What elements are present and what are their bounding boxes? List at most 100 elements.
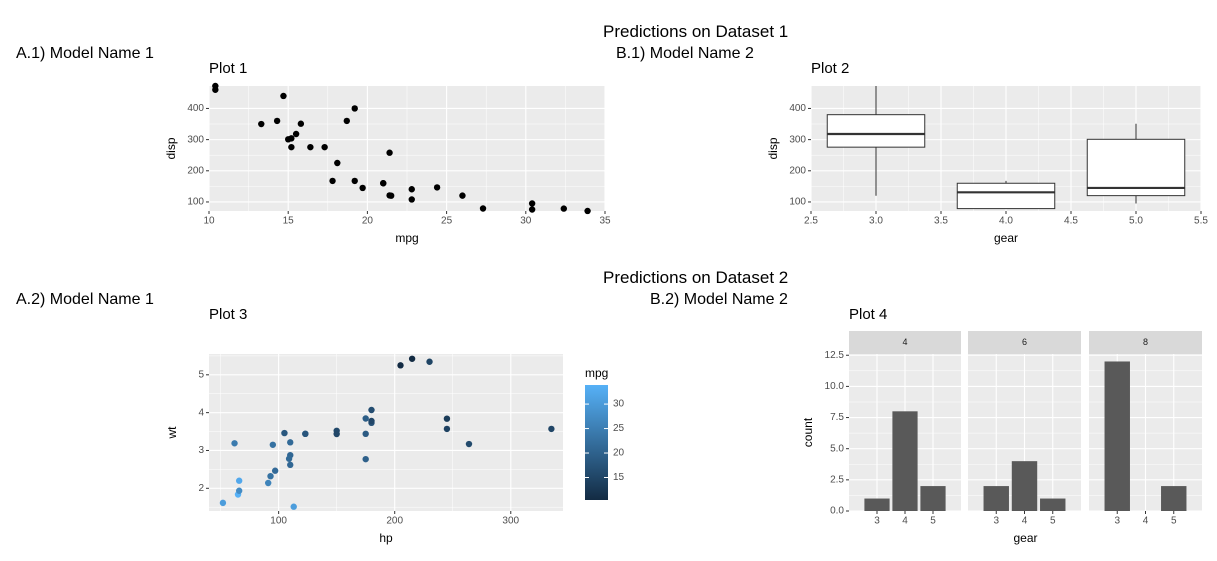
plot3-x-tick-label: 200 [386, 516, 403, 527]
plot3-point [397, 362, 404, 369]
plot1-x-tick-label: 25 [441, 216, 453, 227]
plot3-legend-tick-label: 15 [613, 472, 625, 483]
plot4-facet-label: 6 [1022, 337, 1027, 347]
plot4-x-tick-label: 4 [1143, 516, 1149, 527]
plot1-point [386, 192, 393, 199]
plot4-x-tick-label: 4 [1022, 516, 1028, 527]
plot2-y-tick-label: 100 [789, 197, 806, 208]
plot2-x-tick-label: 3.5 [934, 216, 948, 227]
plot1-point [528, 200, 536, 207]
plot4-x-tick-label: 5 [1171, 516, 1177, 527]
plot1-point [408, 196, 415, 203]
plot1-point [343, 117, 351, 125]
plot3-point [231, 440, 238, 447]
plot3-point [219, 499, 227, 507]
plot1-point [292, 130, 300, 138]
plot2-title: Plot 2 [811, 60, 850, 77]
plot4-facet-label: 8 [1143, 337, 1148, 347]
plot3-panel-bg [209, 354, 563, 511]
plot4-facet-strip [968, 331, 1081, 354]
plot3-point [443, 415, 451, 422]
plot2-box [956, 182, 1056, 210]
plot3-point [302, 430, 309, 438]
plot2-x-tick-label: 4.0 [999, 216, 1013, 227]
plot1-x-tick-label: 10 [203, 216, 215, 227]
plot1-x-tick-label: 30 [520, 216, 532, 227]
plot3-legend-tick-label: 20 [613, 448, 625, 459]
plot3-y-axis-label: wt [165, 426, 179, 440]
plot3-point [287, 439, 294, 446]
plot3-x-axis-label: hp [379, 531, 393, 545]
plot1-point [380, 180, 387, 187]
plot3-x-tick-label: 100 [270, 516, 287, 527]
plot3-point [290, 503, 297, 510]
plot1-point [408, 186, 415, 193]
plot1-y-tick-label: 200 [187, 165, 204, 176]
plot1-x-tick-label: 20 [362, 216, 374, 227]
plot2-y-tick-label: 200 [789, 165, 806, 176]
plot3-point [368, 406, 375, 414]
plot2-box [1086, 138, 1186, 197]
plot1-point [459, 192, 466, 199]
plot1-point [280, 92, 287, 100]
plot3-point [548, 425, 555, 433]
plot1-y-tick-label: 100 [187, 197, 204, 208]
plot3-point [235, 477, 243, 484]
plot3-point [281, 429, 288, 437]
plot4-bar [892, 411, 918, 511]
model-a2-label: A.2) Model Name 1 [16, 291, 154, 308]
plot3-point [267, 472, 274, 480]
plot2-x-tick-label: 2.5 [804, 216, 818, 227]
plot1-point [386, 149, 393, 156]
plot4-y-tick-label: 0.0 [830, 506, 844, 517]
plot2-x-axis-label: gear [994, 231, 1018, 245]
plot1-title: Plot 1 [209, 60, 248, 77]
plot1-x-axis-label: mpg [395, 231, 418, 245]
plot3-point [362, 430, 369, 438]
plot4-bar [1161, 486, 1187, 511]
plot1-point [258, 120, 265, 128]
plot1-x-tick-label: 35 [599, 216, 611, 227]
plot1-point [433, 184, 441, 191]
model-b2-label: B.2) Model Name 2 [650, 291, 788, 308]
plot1-point [321, 143, 328, 151]
plot2-y-tick-label: 400 [789, 103, 806, 114]
plot4-y-tick-label: 12.5 [825, 350, 845, 361]
plot3-x-tick-label: 300 [502, 516, 519, 527]
plot1-point [528, 206, 536, 213]
plot2-x-tick-label: 5.5 [1194, 216, 1208, 227]
plot4-x-axis-label: gear [1013, 531, 1037, 545]
plot3-point [271, 467, 279, 474]
plot3-legend-tick-label: 25 [613, 423, 625, 434]
plot3-point [362, 455, 369, 463]
plot4-x-tick-label: 3 [993, 516, 999, 527]
plot1-point [285, 136, 292, 143]
plot4-facet-strip [849, 331, 961, 354]
plot4-x-tick-label: 5 [1050, 516, 1056, 527]
plot3-point [408, 355, 416, 362]
plot1-point [212, 86, 219, 93]
plot4-facet-label: 4 [902, 337, 907, 347]
plot1-point [273, 117, 281, 125]
plot4-y-tick-label: 10.0 [825, 381, 845, 392]
plot1-point [359, 184, 366, 192]
plot4-x-tick-label: 5 [930, 516, 936, 527]
plot2-x-tick-label: 3.0 [869, 216, 883, 227]
plot1-point [307, 143, 314, 151]
plot3-legend-title: mpg [585, 366, 608, 380]
plot4-y-tick-label: 7.5 [830, 412, 844, 423]
plot3-point [285, 455, 293, 462]
plot2-y-axis-label: disp [766, 137, 780, 159]
plot3-point [443, 425, 451, 433]
plot3-point [368, 417, 375, 425]
plot4-title: Plot 4 [849, 306, 888, 323]
dataset1-header: Predictions on Dataset 1 [603, 22, 789, 41]
plot3-point [465, 440, 473, 448]
plot2-x-tick-label: 4.5 [1064, 216, 1078, 227]
plot4-y-axis-label: count [801, 417, 815, 447]
plot4-y-tick-label: 2.5 [830, 474, 844, 485]
plot2-y-tick-label: 300 [789, 134, 806, 145]
plot4-x-tick-label: 3 [1114, 516, 1120, 527]
plot3-y-tick-label: 3 [198, 445, 204, 456]
